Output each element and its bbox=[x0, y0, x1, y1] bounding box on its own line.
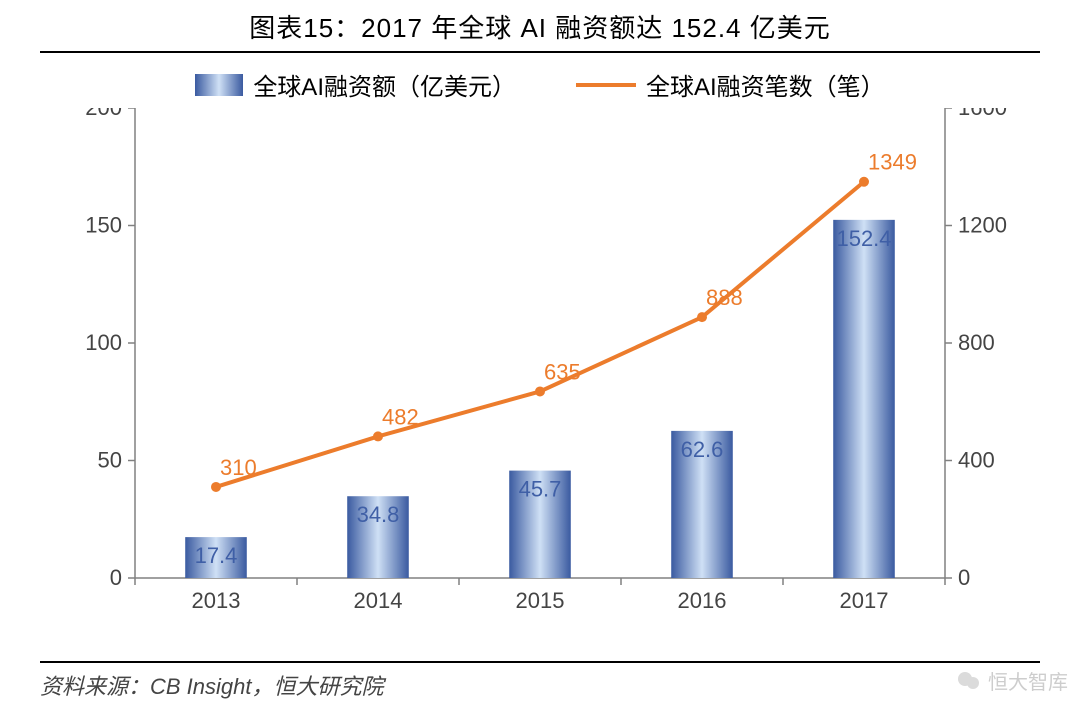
line-marker bbox=[697, 312, 707, 322]
chart-area: 0 50 100 150 200 0 400 800 1200 1600 2013 2014 2015 2… bbox=[40, 108, 1040, 653]
legend-bar-label: 全球AI融资额（亿美元） bbox=[253, 67, 516, 102]
legend-line-swatch bbox=[576, 83, 636, 87]
bar-value-label: 62.6 bbox=[681, 437, 724, 462]
line-series bbox=[216, 182, 864, 487]
chart-title: 图表15：2017 年全球 AI 融资额达 152.4 亿美元 bbox=[40, 0, 1040, 53]
line-value-label: 1349 bbox=[868, 150, 917, 175]
bar-value-label: 152.4 bbox=[836, 226, 891, 251]
y-left-tick-label: 50 bbox=[98, 448, 122, 473]
legend: 全球AI融资额（亿美元） 全球AI融资笔数（笔） bbox=[0, 53, 1080, 108]
bar-value-label: 45.7 bbox=[519, 477, 562, 502]
chart-svg: 0 50 100 150 200 0 400 800 1200 1600 2013 2014 2015 2… bbox=[40, 108, 1040, 648]
x-tick-label: 2017 bbox=[840, 588, 889, 613]
legend-line-item: 全球AI融资笔数（笔） bbox=[576, 67, 885, 102]
line-marker bbox=[373, 431, 383, 441]
y-right-tick-label: 1600 bbox=[958, 108, 1007, 120]
y-left-tick-label: 200 bbox=[85, 108, 122, 120]
watermark-text: 恒大智库 bbox=[988, 666, 1068, 695]
x-tick-label: 2016 bbox=[678, 588, 727, 613]
x-tick-label: 2014 bbox=[354, 588, 403, 613]
y-left-tick-label: 0 bbox=[110, 565, 122, 590]
bar-value-label: 34.8 bbox=[357, 502, 400, 527]
y-right-tick-label: 400 bbox=[958, 448, 995, 473]
source-line: 资料来源：CB Insight，恒大研究院 bbox=[40, 661, 1040, 701]
line-value-label: 482 bbox=[382, 404, 419, 429]
line-value-label: 310 bbox=[220, 455, 257, 480]
bar bbox=[833, 220, 895, 578]
legend-bar-item: 全球AI融资额（亿美元） bbox=[195, 67, 516, 102]
line-marker bbox=[211, 482, 221, 492]
x-tick-label: 2015 bbox=[516, 588, 565, 613]
line-marker bbox=[535, 386, 545, 396]
y-right-tick-label: 800 bbox=[958, 330, 995, 355]
line-value-label: 888 bbox=[706, 285, 743, 310]
line-value-label: 635 bbox=[544, 359, 581, 384]
legend-bar-swatch bbox=[195, 74, 243, 96]
bar-value-label: 17.4 bbox=[195, 543, 238, 568]
y-right-tick-label: 1200 bbox=[958, 213, 1007, 238]
x-tick-label: 2013 bbox=[192, 588, 241, 613]
watermark: 恒大智库 bbox=[956, 666, 1068, 695]
line-marker bbox=[859, 177, 869, 187]
wechat-icon bbox=[956, 668, 982, 694]
legend-line-label: 全球AI融资笔数（笔） bbox=[646, 67, 885, 102]
y-right-tick-label: 0 bbox=[958, 565, 970, 590]
y-left-tick-label: 100 bbox=[85, 330, 122, 355]
y-left-tick-label: 150 bbox=[85, 213, 122, 238]
